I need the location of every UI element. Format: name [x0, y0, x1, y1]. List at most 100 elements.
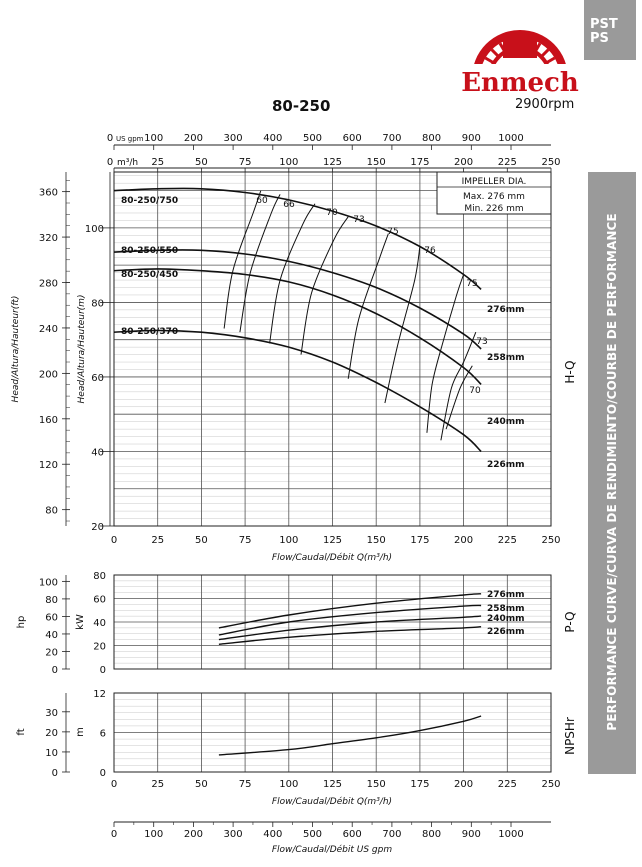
hq-y-tick-ft: 320: [39, 233, 58, 244]
top-gpm-tick: 400: [263, 133, 282, 144]
side-panel: [588, 172, 636, 774]
efficiency-curve: [384, 246, 421, 404]
hq-y-tick-ft: 280: [39, 279, 58, 290]
npsh-y-tick-ft: 20: [45, 728, 58, 739]
power-curve-258mm: [218, 604, 482, 636]
impeller-box-title: IMPELLER DIA.: [462, 177, 527, 187]
bottom-gpm-tick: 0: [111, 829, 117, 840]
logo-arc-outer: [472, 30, 568, 79]
top-gpm-tick: 100: [144, 133, 163, 144]
efficiency-label: 70: [326, 208, 338, 218]
top-gpm-tick: 800: [422, 133, 441, 144]
top-m3h-tick: 25: [151, 157, 164, 168]
npsh-y-tick-m: 6: [100, 729, 106, 740]
top-gpm-tick: 300: [224, 133, 243, 144]
impeller-box-max: Max. 276 mm: [463, 192, 525, 202]
npsh-x-tick: 200: [454, 779, 473, 790]
pq-y-tick-kw: 60: [93, 595, 106, 606]
pq-grid: [113, 574, 552, 670]
power-curve-226mm: [218, 626, 482, 645]
impeller-box-min: Min. 226 mm: [464, 204, 523, 214]
pq-y-tick-kw: 0: [100, 665, 106, 676]
bottom-gpm-tick: 700: [382, 829, 401, 840]
logo-block: [503, 36, 537, 58]
hq-x-tick: 75: [239, 535, 252, 546]
top-gpm-tick: 900: [462, 133, 481, 144]
top-m3h-tick: 50: [195, 157, 208, 168]
pq-ylabel-kw: kW: [75, 614, 86, 630]
pq-y-tick-hp: 40: [45, 630, 58, 641]
hq-y-tick-m: 20: [91, 522, 104, 533]
pq-panel-label: P-Q: [563, 611, 577, 632]
logo-text-bg: [456, 64, 578, 94]
hq-x-tick: 250: [541, 535, 560, 546]
npsh-panel-label: NPSHr: [563, 717, 577, 755]
logo-ray: [484, 56, 494, 64]
npsh-y-tick-m: 0: [100, 768, 106, 779]
bottom-gpm-tick: 400: [263, 829, 282, 840]
efficiency-curve: [426, 274, 465, 433]
top-gpm-tick: 1000: [498, 133, 523, 144]
hq-ylabel-ft: Head/Altura/Hauteur(ft): [11, 296, 21, 403]
npsh-x-tick: 250: [541, 779, 560, 790]
speed-label: 2900rpm: [515, 97, 575, 112]
npsh-curve: [218, 715, 482, 756]
top-m3h-tick: 100: [279, 157, 298, 168]
efficiency-label: 75: [466, 279, 477, 289]
hq-y-tick-ft: 240: [39, 324, 58, 335]
efficiency-label: 66: [283, 200, 295, 210]
motor-label: 80-250/450: [121, 270, 178, 280]
hq-x-tick: 175: [410, 535, 429, 546]
hq-panel-label: H-Q: [563, 360, 577, 383]
pq-y-tick-hp: 0: [52, 665, 58, 676]
npsh-x-tick: 125: [323, 779, 342, 790]
bottom-gpm-tick: 800: [422, 829, 441, 840]
hq-y-tick-ft: 120: [39, 460, 58, 471]
pq-y-tick-kw: 80: [93, 571, 106, 582]
npsh-x-tick: 0: [111, 779, 117, 790]
npsh-grid: [113, 692, 552, 773]
hq-y-tick-ft: 200: [39, 369, 58, 380]
npsh-ylabel-m: m: [75, 727, 86, 737]
top-m3h-tick: 150: [367, 157, 386, 168]
hq-y-tick-ft: 80: [45, 506, 58, 517]
enmech-logo: [456, 30, 578, 94]
bottom-gpm-tick: 1000: [498, 829, 523, 840]
top-gpm-tick: 600: [343, 133, 362, 144]
efficiency-curve: [223, 190, 262, 329]
hq-y-tick-ft: 360: [39, 188, 58, 199]
power-curve-240mm: [218, 615, 482, 641]
bottom-gpm-tick: 600: [343, 829, 362, 840]
hq-x-tick: 125: [323, 535, 342, 546]
head-curve-258mm: [113, 249, 482, 350]
hq-x-tick: 100: [279, 535, 298, 546]
logo-wordmark: Enmech: [461, 68, 579, 98]
efficiency-label: 60: [256, 196, 268, 206]
model-title: 80-250: [272, 97, 331, 115]
bottom-gpm-tick: 200: [184, 829, 203, 840]
top-gpm-zero: 0: [107, 133, 113, 144]
npsh-x-tick: 225: [498, 779, 517, 790]
top-m3h-unit: m³/h: [117, 158, 138, 168]
hq-x-tick: 0: [111, 535, 117, 546]
pq-ylabel-hp: hp: [16, 616, 27, 629]
bottom-gpm-tick: 500: [303, 829, 322, 840]
power-curve-label: 258mm: [487, 604, 525, 614]
bottom-gpm-label: Flow/Caudal/Débit US gpm: [272, 844, 392, 855]
series-tag: PST PS: [584, 0, 636, 60]
hq-grid: [113, 171, 552, 527]
efficiency-curve: [269, 203, 316, 344]
hq-y-tick-ft: 160: [39, 415, 58, 426]
npsh-y-tick-m: 12: [93, 689, 106, 700]
npsh-y-tick-ft: 10: [45, 748, 58, 759]
hq-x-tick: 25: [151, 535, 164, 546]
bottom-gpm-tick: 900: [462, 829, 481, 840]
top-m3h-tick: 200: [454, 157, 473, 168]
hq-y-tick-m: 100: [85, 224, 104, 235]
logo-ray: [546, 56, 556, 64]
npsh-ylabel-ft: ft: [16, 728, 27, 735]
top-gpm-tick: 500: [303, 133, 322, 144]
pq-y-tick-kw: 40: [93, 618, 106, 629]
npsh-x-tick: 25: [151, 779, 164, 790]
